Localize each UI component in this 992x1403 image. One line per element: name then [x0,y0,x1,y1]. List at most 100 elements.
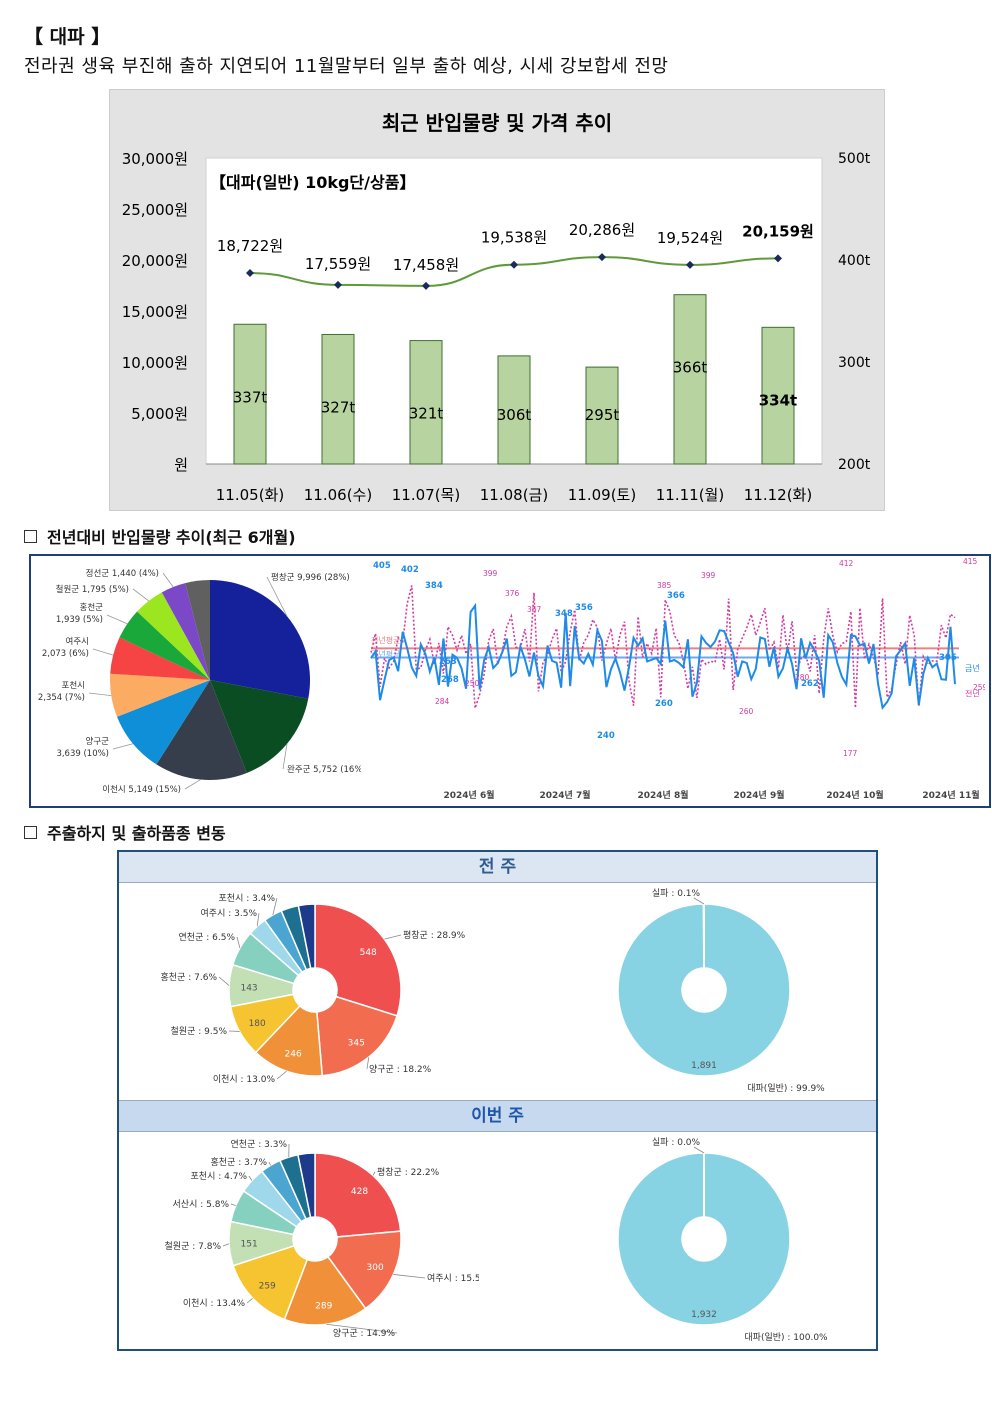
left-axis-tick: 25,000원 [122,201,188,219]
ref-label: 전년평균 [371,635,400,645]
donut-leader [366,1057,370,1070]
last-year-value-label: 376 [505,589,520,598]
x-axis-tick: 2024년 10월 [826,789,883,801]
pie-slice [297,903,316,970]
this-year-value-label: 268 [441,675,459,685]
pie-slice [283,1255,367,1326]
donut-label: 여주시 : 15.5% [427,1272,479,1284]
origin-share-pie: 평창군 9,996 (28%) 완주군 5,752 (16%) 이천시 5,149 … [38,568,361,795]
last-year-value-label: 284 [435,697,450,706]
donut-leader [256,912,260,927]
this-year-value-label: 260 [655,699,673,709]
price-label: 20,159원 [742,222,814,240]
last-year-value-label: 415 [963,557,978,566]
section-yoy-title: 전년대비 반입물량 추이(최근 6개월) [47,528,296,547]
donut-value: 289 [315,1301,332,1311]
pie-label: 포천시 2,354 (7%) [38,680,85,703]
this-week-origin-donut: 428 평창군 : 22.2% 300 여주시 : 15.5% 289 양구군 : 14.… [165,1139,479,1339]
band-this-week: 이번 주 [119,1100,876,1132]
donut-value: 345 [348,1039,365,1049]
pie-leader [88,692,112,697]
pie-slice [254,1004,324,1077]
section-origin-heading: 주출하지 및 출하품종 변동 [24,820,226,844]
pie-slice [161,583,210,680]
donut-label: 포천시 : 4.7% [191,1171,248,1182]
donut-label: 홍천군 : 7.6% [161,971,218,983]
x-axis-tick: 2024년 6월 [443,789,494,801]
volume-label: 366t [673,359,708,377]
x-axis-tick: 2024년 7월 [539,789,590,801]
donut-value: 428 [351,1187,368,1197]
market-summary: 전라권 생육 부진해 출하 지연되어 11월말부터 일부 출하 예상, 시세 강… [24,56,669,77]
legend-this-year: 금년 [965,663,980,673]
pie-slice [109,673,210,717]
pie-slice [117,680,210,765]
donut-label: 대파(일반) : 100.0% [744,1332,828,1343]
donut-label: 대파(일반) : 99.9% [747,1083,825,1094]
pie-leader [106,614,128,625]
donut-value: 246 [285,1049,302,1059]
donut-value: 143 [240,984,257,994]
pie-slice [316,995,398,1077]
donut-leader [222,1243,230,1247]
this-year-value-label: 356 [575,603,593,613]
price-marker [422,281,430,290]
donut-leader [276,1070,287,1080]
price-label: 19,524원 [657,229,723,247]
ref-label: 금년평균 [371,649,400,659]
donut-leader [248,1175,253,1181]
pie-leader [282,743,288,770]
checkbox-icon [24,530,37,543]
x-axis-tick: 11.09(토) [568,486,636,504]
chart-title: 최근 반입물량 및 가격 추이 [382,111,612,135]
right-axis-tick: 200t [838,457,871,473]
donut-value: 1,891 [691,1061,717,1071]
donut-leader [693,897,705,905]
donut-value: 300 [367,1263,384,1273]
donut-label: 평창군 : 28.9% [403,930,466,941]
price-marker [510,260,518,269]
left-axis-tick: 15,000원 [122,303,188,321]
price-volume-panel: 최근 반입물량 및 가격 추이 【대파(일반) 10kg단/상품】 30,000원 2… [109,89,885,511]
donut-label: 양구군 : 18.2% [369,1064,432,1075]
donut-value: 259 [259,1282,276,1292]
volume-label: 337t [233,388,268,406]
pie-leader [184,779,201,790]
last-year-value-label: 280 [795,673,810,682]
donut-label: 이천시 : 13.0% [213,1074,276,1085]
donut-label: 홍천군 : 3.7% [211,1156,268,1168]
series-this-year-line [370,602,956,710]
this-year-value-label: 384 [425,581,443,591]
pie-label: 여주시 2,073 (6%) [42,636,89,659]
x-axis-tick: 11.05(화) [216,486,284,504]
last-year-value-label: 412 [839,559,854,568]
last-year-value-label: 177 [843,749,858,758]
this-year-value-label: 305 [939,653,957,663]
last-year-value-label: 259 [973,683,985,692]
pie-leader [162,572,174,588]
pie-label: 정선군 1,440 (4%) [86,568,159,579]
this-year-value-label: 262 [801,679,819,689]
x-axis-tick: 2024년 9월 [733,789,784,801]
donut-leader [393,1274,426,1279]
price-marker [686,260,694,269]
legend-last-year: 전년 [965,689,980,699]
donut-leader [693,1146,705,1154]
x-axis-tick: 2024년 11월 [922,789,979,801]
donut-label: 실파 : 0.1% [652,888,701,899]
donut-leader [372,1171,376,1176]
pie-slice [210,580,310,699]
last-year-value-label: 385 [657,581,672,590]
price-label: 20,286원 [569,221,635,239]
pie-slice [297,1152,316,1219]
right-axis-tick: 400t [838,253,871,269]
price-marker [774,254,782,263]
pie-slice [119,611,210,680]
left-axis-tick: 원 [174,456,188,474]
donut-leader [246,1298,253,1304]
donut-leader [268,1161,271,1166]
donut-label: 평창군 : 22.2% [377,1167,440,1178]
left-axis-tick: 20,000원 [122,252,188,270]
this-year-value-label: 366 [667,591,685,601]
band-last-week: 전 주 [119,852,876,883]
